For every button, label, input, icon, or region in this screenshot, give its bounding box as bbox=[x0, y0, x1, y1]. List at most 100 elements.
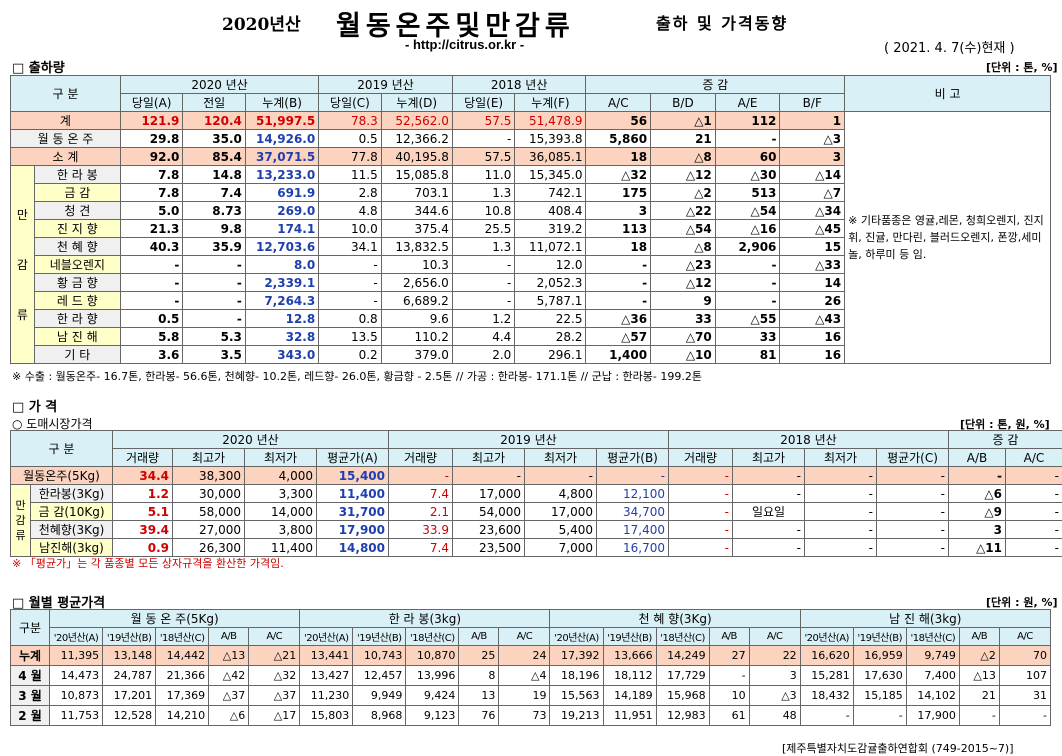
sub-header: 거래량 bbox=[113, 449, 173, 467]
data-cell: 85.4 bbox=[183, 148, 246, 166]
data-cell: 34.1 bbox=[319, 238, 382, 256]
sub-header: B/D bbox=[651, 94, 716, 112]
data-cell: 14,800 bbox=[317, 539, 389, 557]
data-cell: 33.9 bbox=[389, 521, 453, 539]
data-cell: 14,102 bbox=[906, 686, 959, 706]
data-cell: 13,996 bbox=[406, 666, 459, 686]
data-cell: 11,395 bbox=[50, 646, 103, 666]
data-cell: 120.4 bbox=[183, 112, 246, 130]
data-cell: △10 bbox=[651, 346, 716, 364]
data-cell: 11,230 bbox=[300, 686, 353, 706]
data-cell: △36 bbox=[586, 310, 651, 328]
data-cell: 15,563 bbox=[550, 686, 603, 706]
data-cell: 1.3 bbox=[452, 238, 515, 256]
data-cell: - bbox=[999, 706, 1050, 726]
data-cell: 27,000 bbox=[173, 521, 245, 539]
data-cell: - bbox=[805, 521, 877, 539]
price-footnote: ※ 「평균가」는 각 품종별 모든 상자규격을 환산한 가격임. bbox=[12, 555, 284, 571]
data-cell: - bbox=[715, 292, 780, 310]
data-cell: 0.5 bbox=[319, 130, 382, 148]
row-label: 금 감(10Kg) bbox=[31, 503, 113, 521]
data-cell: 2,906 bbox=[715, 238, 780, 256]
data-cell: 13,233.0 bbox=[245, 166, 318, 184]
sub-header: 최저가 bbox=[805, 449, 877, 467]
header-2018: 2018 년산 bbox=[669, 431, 949, 449]
data-cell: △22 bbox=[651, 202, 716, 220]
data-cell: - bbox=[1006, 467, 1062, 485]
data-cell: △32 bbox=[586, 166, 651, 184]
data-cell: 36,085.1 bbox=[515, 148, 586, 166]
data-cell: 3 bbox=[949, 521, 1006, 539]
data-cell: △13 bbox=[209, 646, 249, 666]
sub-header: 거래량 bbox=[669, 449, 733, 467]
data-cell: △21 bbox=[249, 646, 300, 666]
data-cell: 13,427 bbox=[300, 666, 353, 686]
data-cell: 12,457 bbox=[353, 666, 406, 686]
data-cell: 21 bbox=[959, 686, 999, 706]
data-cell: 17,900 bbox=[317, 521, 389, 539]
row-label: 3 월 bbox=[11, 686, 50, 706]
data-cell: 18 bbox=[586, 148, 651, 166]
data-cell: 30,000 bbox=[173, 485, 245, 503]
data-cell: 16 bbox=[780, 346, 845, 364]
shipment-footnote: ※ 수출 : 월동온주- 16.7톤, 한라봉- 56.6톤, 천혜향- 10.… bbox=[12, 368, 702, 384]
data-cell: △11 bbox=[949, 539, 1006, 557]
data-cell: 0.5 bbox=[120, 310, 183, 328]
data-cell: 12.8 bbox=[245, 310, 318, 328]
data-cell: 11,400 bbox=[245, 539, 317, 557]
data-cell: - bbox=[452, 292, 515, 310]
data-cell: 7.8 bbox=[120, 184, 183, 202]
sub-header: 평균가(A) bbox=[317, 449, 389, 467]
row-label: 청 견 bbox=[34, 202, 120, 220]
data-cell: - bbox=[183, 256, 246, 274]
data-cell: 40.3 bbox=[120, 238, 183, 256]
sub-header: 평균가(C) bbox=[877, 449, 949, 467]
data-cell: 742.1 bbox=[515, 184, 586, 202]
row-label: 월동온주(5Kg) bbox=[11, 467, 113, 485]
shipment-section-title: □ 출하량 bbox=[12, 57, 65, 76]
data-cell: 33 bbox=[715, 328, 780, 346]
side-label-char: 감 bbox=[14, 240, 31, 290]
gubun-header: 구 분 bbox=[11, 76, 121, 112]
data-cell: 13 bbox=[459, 686, 499, 706]
data-cell: 3.6 bbox=[120, 346, 183, 364]
data-cell: 27 bbox=[709, 646, 749, 666]
data-cell: - bbox=[669, 467, 733, 485]
data-cell: 21,366 bbox=[156, 666, 209, 686]
data-cell: - bbox=[877, 521, 949, 539]
data-cell: - bbox=[453, 467, 525, 485]
data-cell: 12,528 bbox=[103, 706, 156, 726]
data-cell: - bbox=[733, 485, 805, 503]
data-cell: 408.4 bbox=[515, 202, 586, 220]
data-cell: 5.3 bbox=[183, 328, 246, 346]
data-cell: - bbox=[389, 467, 453, 485]
data-cell: 8,968 bbox=[353, 706, 406, 726]
data-cell: - bbox=[805, 539, 877, 557]
data-cell: 11,951 bbox=[603, 706, 656, 726]
data-cell: 14,000 bbox=[245, 503, 317, 521]
data-cell: 10 bbox=[709, 686, 749, 706]
data-cell: △70 bbox=[651, 328, 716, 346]
data-cell: 81 bbox=[715, 346, 780, 364]
data-cell: 15,803 bbox=[300, 706, 353, 726]
header-2019: 2019 년산 bbox=[319, 76, 453, 94]
data-cell: 51,997.5 bbox=[245, 112, 318, 130]
data-cell: 7.8 bbox=[120, 166, 183, 184]
data-cell: 92.0 bbox=[120, 148, 183, 166]
sub-header: A/C bbox=[586, 94, 651, 112]
sub-header: 누계(D) bbox=[381, 94, 452, 112]
data-cell: 17,000 bbox=[453, 485, 525, 503]
side-label-char: 만 bbox=[14, 190, 31, 240]
data-cell: 33 bbox=[651, 310, 716, 328]
data-cell: 23,600 bbox=[453, 521, 525, 539]
data-cell: - bbox=[669, 539, 733, 557]
data-cell: - bbox=[877, 503, 949, 521]
data-cell: 7,000 bbox=[525, 539, 597, 557]
data-cell: △8 bbox=[651, 148, 716, 166]
data-cell: △6 bbox=[949, 485, 1006, 503]
data-cell: 17,369 bbox=[156, 686, 209, 706]
data-cell: - bbox=[183, 274, 246, 292]
data-cell: 78.3 bbox=[319, 112, 382, 130]
